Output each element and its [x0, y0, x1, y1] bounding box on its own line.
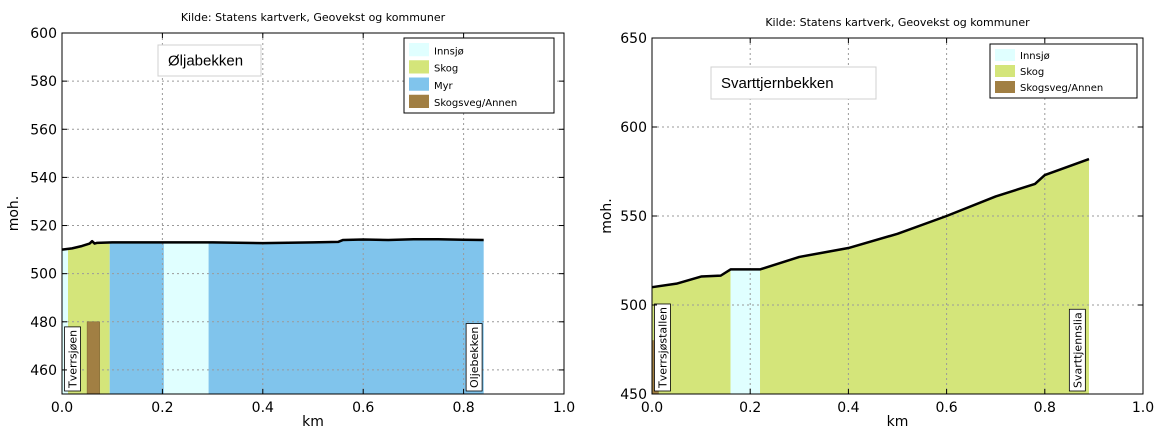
y-tick-label: 500	[30, 267, 57, 283]
stream-name-box	[710, 66, 877, 100]
legend-swatch	[409, 43, 429, 57]
segment-skog-2	[760, 159, 1089, 394]
y-tick-label: 460	[30, 363, 57, 379]
y-axis-label: moh.	[6, 196, 22, 232]
x-tick-label: 0.2	[151, 400, 173, 416]
x-tick-label: 0.8	[452, 400, 474, 416]
segment-myr-2	[109, 242, 164, 394]
place-label-1: Tverrsjøen	[64, 326, 81, 392]
place-label-text: Svarttjennslia	[1071, 312, 1084, 388]
stream-name-box	[157, 44, 262, 77]
place-label-2: Oljebekken	[465, 323, 483, 392]
chart-panel-2: Tverrsjøstallen Svarttjennslia 0.0 0.2 0.4 0.…	[599, 16, 1154, 429]
legend-label: Skog	[1020, 67, 1044, 78]
legend-swatch	[409, 60, 429, 74]
elevation-profile-line	[61, 238, 484, 251]
y-tick-label: 650	[620, 31, 647, 47]
x-tick-label: 0.0	[641, 400, 663, 416]
x-tick-label: 0.4	[837, 400, 859, 416]
legend: Innsjø Skog Skogsveg/Annen	[989, 43, 1138, 99]
y-tick-label: 450	[620, 387, 647, 403]
x-axis-label: km	[887, 414, 909, 429]
place-label-box	[465, 323, 483, 392]
x-tick-label: 1.0	[553, 400, 575, 416]
legend-label: Skogsveg/Annen	[1020, 83, 1103, 94]
legend-swatch	[995, 81, 1015, 93]
legend-label: Innsjø	[1020, 51, 1050, 62]
y-tick-label: 580	[30, 74, 57, 90]
chart-source-title: Kilde: Statens kartverk, Geovekst og kom…	[181, 11, 446, 24]
y-tick-label: 550	[620, 209, 647, 225]
legend-label: Innsjø	[434, 46, 464, 57]
place-label-box	[1068, 308, 1086, 392]
legend-swatch	[995, 65, 1015, 77]
legend: Innsjø Skog Myr Skogsveg/Annen	[403, 37, 555, 114]
segment-innsj--1	[730, 269, 761, 394]
segment-myr-4	[208, 239, 484, 394]
segment-skog-0	[652, 269, 731, 394]
plot-frame	[61, 32, 565, 395]
chart-source-title: Kilde: Statens kartverk, Geovekst og kom…	[765, 16, 1030, 29]
segment-innsj--3	[163, 242, 209, 394]
y-tick-label: 480	[30, 315, 57, 331]
x-tick-label: 1.0	[1132, 400, 1154, 416]
x-axis-label: km	[302, 414, 324, 429]
place-label-text: Oljebekken	[468, 327, 481, 388]
chart-panel-1: Tverrsjøen Oljebekken 0.0 0.2 0.4 0.6 0.8 1.0 46…	[6, 11, 575, 429]
x-tick-label: 0.4	[252, 400, 274, 416]
y-tick-label: 600	[30, 26, 57, 42]
legend-swatch	[409, 94, 429, 108]
x-tick-label: 0.8	[1034, 400, 1056, 416]
x-tick-label: 0.6	[352, 400, 374, 416]
legend-label: Myr	[434, 81, 454, 92]
place-label-box	[654, 303, 671, 392]
x-tick-label: 0.6	[935, 400, 957, 416]
place-label-text: Tverrsjøen	[67, 330, 80, 389]
legend-label: Skog	[434, 64, 458, 75]
y-tick-label: 520	[30, 219, 57, 235]
place-label-2: Svarttjennslia	[1068, 308, 1086, 392]
x-tick-label: 0.0	[51, 400, 73, 416]
bar-skogsveg-0	[86, 321, 100, 395]
elevation-profile-line	[651, 157, 1090, 289]
stream-name: Svarttjernbekken	[721, 75, 834, 92]
x-tick-label: 0.2	[739, 400, 761, 416]
legend-label: Skogsveg/Annen	[434, 98, 517, 109]
place-label-box	[64, 326, 81, 392]
y-tick-label: 540	[30, 170, 57, 186]
place-label-text: Tverrsjøstallen	[656, 307, 669, 389]
y-axis-label: moh.	[599, 198, 615, 234]
y-tick-label: 560	[30, 122, 57, 138]
stream-name: Øljabekken	[168, 53, 243, 70]
place-label-1: Tverrsjøstallen	[654, 303, 671, 392]
legend-swatch	[409, 77, 429, 91]
legend-swatch	[995, 49, 1015, 61]
y-tick-label: 500	[620, 298, 647, 314]
y-tick-label: 600	[620, 120, 647, 136]
